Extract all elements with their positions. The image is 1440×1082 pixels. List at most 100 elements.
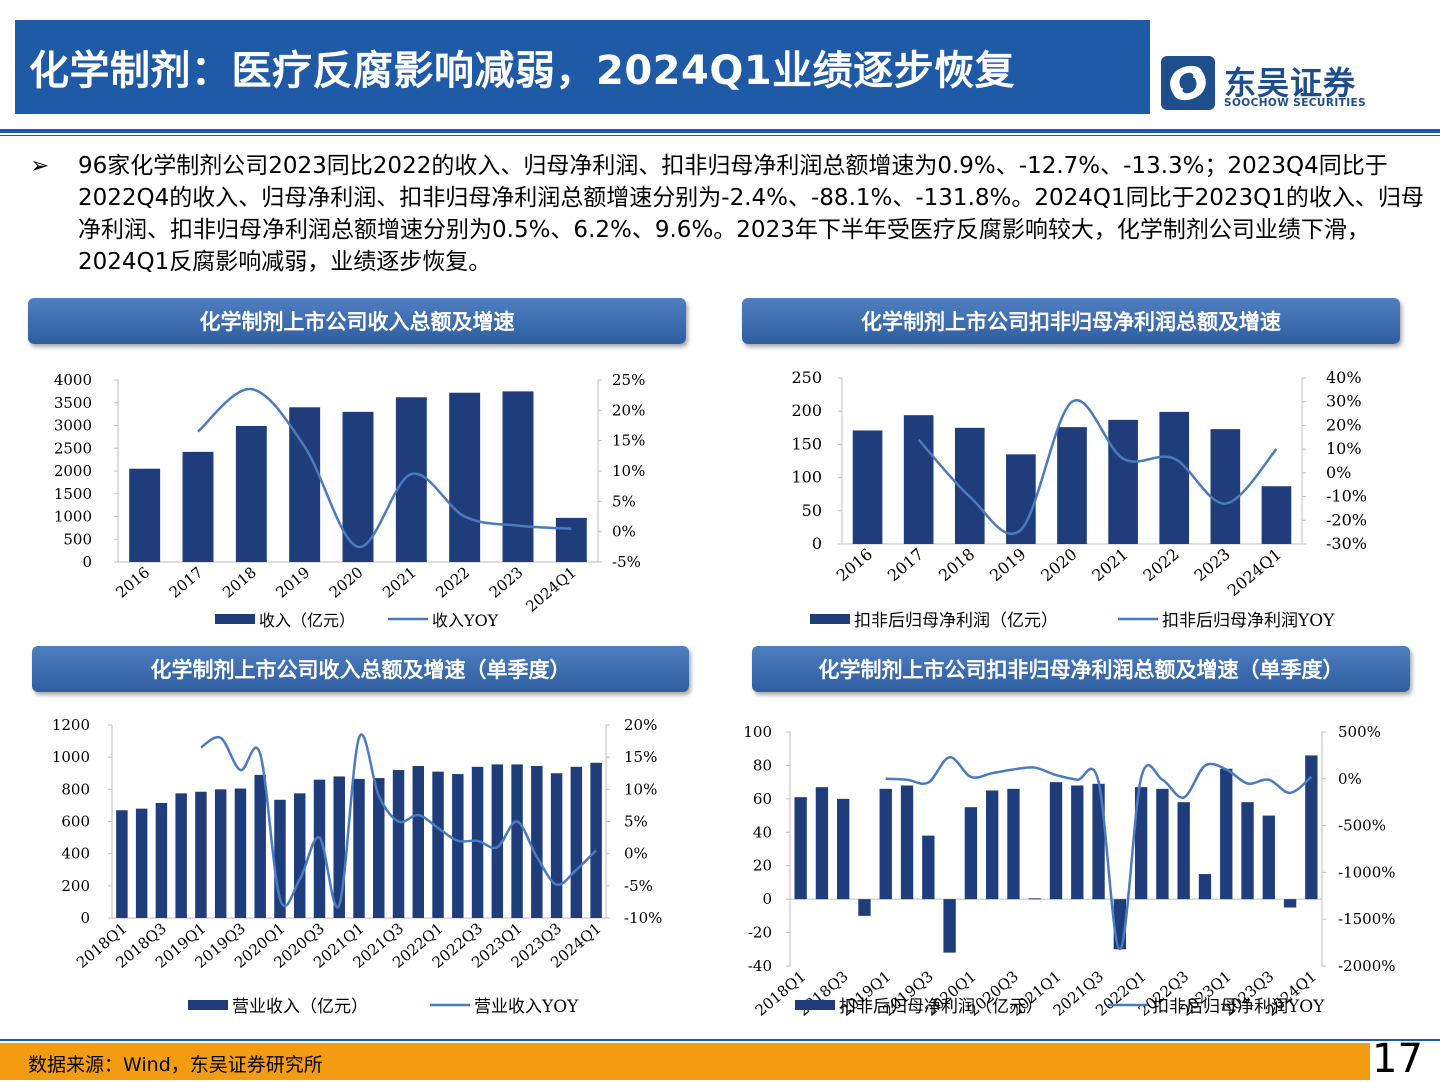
left-tick-label: 100 bbox=[791, 468, 822, 487]
bar bbox=[1156, 788, 1169, 900]
yoy-line bbox=[200, 733, 597, 909]
bar bbox=[964, 807, 978, 900]
left-tick-label: -20 bbox=[748, 924, 772, 942]
bar bbox=[511, 764, 523, 918]
bar bbox=[395, 397, 427, 562]
left-tick-label: 0 bbox=[812, 534, 822, 553]
bar bbox=[116, 810, 128, 918]
legend-bar-swatch bbox=[810, 614, 850, 624]
legend-bar-swatch bbox=[795, 1000, 835, 1010]
category-label: 2017 bbox=[884, 545, 927, 586]
bar bbox=[1092, 783, 1105, 900]
category-label: 2016 bbox=[833, 545, 876, 586]
bar bbox=[852, 430, 883, 544]
bar bbox=[531, 766, 543, 918]
panel-title-quarterly-profit: 化学制剂上市公司扣非归母净利润总额及增速（单季度） bbox=[752, 646, 1410, 692]
left-tick-label: 40 bbox=[753, 823, 772, 841]
legend-label: 扣非后归母净利润（亿元） bbox=[854, 611, 1058, 631]
right-tick-label: 25% bbox=[612, 371, 645, 389]
yoy-line bbox=[885, 756, 1313, 951]
bar bbox=[1108, 419, 1138, 544]
chart-annual-profit: 0 50 100 150 200 250 -30% -20% -10% 0% 10% 20% 30% 40… bbox=[0, 360, 1440, 650]
bar bbox=[985, 790, 999, 900]
bar bbox=[900, 785, 914, 900]
left-tick-label: 0 bbox=[80, 909, 90, 927]
bar bbox=[903, 415, 934, 544]
right-tick-label: 5% bbox=[624, 813, 648, 831]
left-tick-label: 2500 bbox=[54, 439, 92, 457]
chart-quarterly-revenue: 0 200 400 600 800 1000 1200 -10% -5% 0% 5% 10% 15% 20… bbox=[0, 705, 720, 1035]
right-tick-label: 30% bbox=[1326, 392, 1362, 411]
bar bbox=[313, 779, 326, 918]
bar bbox=[182, 451, 214, 562]
header-rule-thin bbox=[0, 135, 1440, 136]
bar bbox=[815, 787, 829, 900]
footer-rule bbox=[0, 1039, 1440, 1041]
bar bbox=[1283, 899, 1297, 908]
bar bbox=[449, 392, 481, 562]
bar bbox=[1134, 787, 1148, 900]
right-tick-label: 0% bbox=[624, 845, 648, 863]
category-label: 2024Q1 bbox=[1224, 545, 1285, 601]
bar bbox=[837, 798, 850, 900]
bar bbox=[214, 789, 227, 918]
category-label: 2019 bbox=[986, 545, 1029, 586]
bar bbox=[570, 766, 583, 918]
category-label: 2022 bbox=[1139, 545, 1182, 586]
left-tick-label: 1000 bbox=[52, 748, 90, 766]
bar bbox=[1057, 427, 1087, 544]
right-tick-label: 20% bbox=[624, 716, 657, 734]
right-tick-label: 500% bbox=[1338, 723, 1381, 741]
left-tick-label: 1500 bbox=[54, 485, 92, 503]
logo-name: 东吴证券 bbox=[1224, 64, 1357, 102]
bar bbox=[471, 766, 484, 918]
right-tick-label: -1000% bbox=[1338, 863, 1396, 881]
bar bbox=[353, 778, 365, 918]
panel-title-quarterly-revenue: 化学制剂上市公司收入总额及增速（单季度） bbox=[32, 646, 689, 692]
bar bbox=[274, 799, 286, 918]
bar bbox=[1177, 802, 1190, 900]
bar bbox=[590, 762, 602, 918]
right-tick-label: -500% bbox=[1338, 817, 1386, 835]
panel-title-annual-revenue: 化学制剂上市公司收入总额及增速 bbox=[28, 298, 686, 344]
right-tick-label: 20% bbox=[612, 401, 645, 419]
left-tick-label: 600 bbox=[61, 813, 90, 831]
bar bbox=[922, 835, 935, 900]
bar bbox=[129, 468, 161, 562]
logo-subtitle: SOOCHOW SECURITIES bbox=[1224, 97, 1367, 109]
right-tick-label: 15% bbox=[612, 432, 645, 450]
bar bbox=[195, 791, 207, 918]
right-tick-label: -10% bbox=[1326, 487, 1367, 506]
bar bbox=[879, 788, 892, 900]
legend-label: 营业收入YOY bbox=[474, 997, 579, 1017]
right-tick-label: -1500% bbox=[1338, 910, 1396, 928]
bar bbox=[135, 808, 148, 918]
bar bbox=[555, 517, 587, 562]
bar bbox=[1210, 429, 1241, 544]
logo-mark-icon bbox=[1161, 56, 1215, 110]
right-tick-label: 40% bbox=[1326, 368, 1362, 387]
yoy-line bbox=[197, 387, 572, 549]
left-tick-label: 60 bbox=[753, 790, 772, 808]
bar bbox=[1261, 486, 1292, 544]
company-logo: 东吴证券 SOOCHOW SECURITIES bbox=[1158, 56, 1428, 116]
left-tick-label: 0 bbox=[82, 553, 92, 571]
footer-bar bbox=[0, 1043, 1370, 1080]
left-tick-label: 1200 bbox=[52, 716, 90, 734]
summary-text: 96家化学制剂公司2023同比2022的收入、归母净利润、扣非归母净利润总额增速… bbox=[78, 153, 1424, 275]
legend-label: 扣非后归母净利润YOY bbox=[1162, 611, 1335, 631]
right-tick-label: 10% bbox=[1326, 439, 1362, 458]
bar bbox=[502, 391, 534, 562]
bar bbox=[293, 793, 306, 918]
bar bbox=[254, 774, 266, 918]
left-tick-label: 400 bbox=[61, 845, 90, 863]
left-tick-label: 4000 bbox=[54, 371, 92, 389]
bar bbox=[1007, 788, 1020, 900]
left-tick-label: 1000 bbox=[54, 508, 92, 526]
left-tick-label: 200 bbox=[61, 877, 90, 895]
yoy-line bbox=[917, 398, 1278, 536]
page-title: 化学制剂：医疗反腐影响减弱，2024Q1业绩逐步恢复 bbox=[15, 20, 1150, 114]
bar bbox=[1220, 768, 1233, 900]
bar bbox=[1198, 874, 1212, 900]
right-tick-label: -2000% bbox=[1338, 957, 1396, 975]
